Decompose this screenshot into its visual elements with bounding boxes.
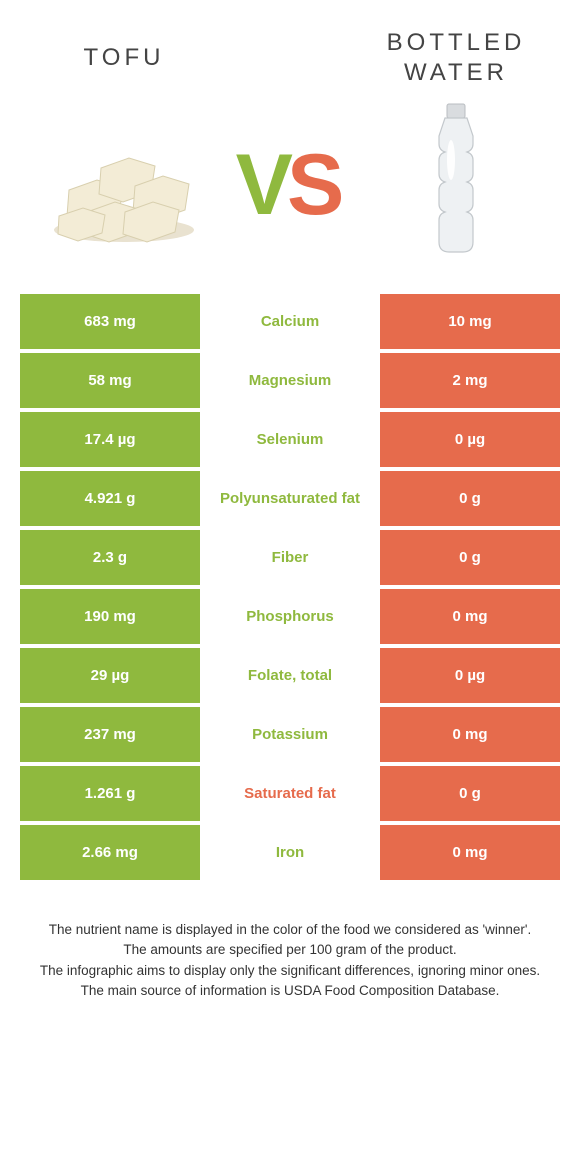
left-value: 4.921 g	[20, 471, 200, 526]
left-value: 2.66 mg	[20, 825, 200, 880]
tofu-image	[34, 100, 214, 270]
footer: The nutrient name is displayed in the co…	[0, 884, 580, 1041]
footer-line: The infographic aims to display only the…	[34, 961, 546, 981]
right-value: 2 mg	[380, 353, 560, 408]
left-value: 17.4 µg	[20, 412, 200, 467]
table-row: 58 mgMagnesium2 mg	[20, 353, 560, 408]
right-value: 0 mg	[380, 589, 560, 644]
table-row: 17.4 µgSelenium0 µg	[20, 412, 560, 467]
right-value: 0 µg	[380, 648, 560, 703]
left-value: 190 mg	[20, 589, 200, 644]
footer-line: The amounts are specified per 100 gram o…	[34, 940, 546, 960]
header: TOFU BOTTLEDWATER	[0, 0, 580, 100]
nutrient-label: Phosphorus	[200, 589, 380, 644]
table-row: 1.261 gSaturated fat0 g	[20, 766, 560, 821]
left-value: 683 mg	[20, 294, 200, 349]
right-value: 10 mg	[380, 294, 560, 349]
footer-line: The nutrient name is displayed in the co…	[34, 920, 546, 940]
nutrient-label: Saturated fat	[200, 766, 380, 821]
table-row: 2.66 mgIron0 mg	[20, 825, 560, 880]
table-row: 29 µgFolate, total0 µg	[20, 648, 560, 703]
table-row: 237 mgPotassium0 mg	[20, 707, 560, 762]
left-value: 237 mg	[20, 707, 200, 762]
right-value: 0 µg	[380, 412, 560, 467]
left-value: 58 mg	[20, 353, 200, 408]
nutrient-label: Potassium	[200, 707, 380, 762]
nutrient-label: Folate, total	[200, 648, 380, 703]
vs-s: S	[287, 142, 344, 228]
right-value: 0 g	[380, 766, 560, 821]
left-value: 2.3 g	[20, 530, 200, 585]
footer-line: The main source of information is USDA F…	[34, 981, 546, 1001]
nutrient-table: 683 mgCalcium10 mg58 mgMagnesium2 mg17.4…	[20, 294, 560, 880]
image-row: V S	[0, 100, 580, 294]
nutrient-label: Iron	[200, 825, 380, 880]
vs-label: V S	[214, 142, 366, 228]
title-left: TOFU	[34, 43, 214, 73]
table-row: 2.3 gFiber0 g	[20, 530, 560, 585]
left-value: 29 µg	[20, 648, 200, 703]
nutrient-label: Calcium	[200, 294, 380, 349]
water-bottle-image	[366, 100, 546, 270]
right-value: 0 mg	[380, 707, 560, 762]
left-value: 1.261 g	[20, 766, 200, 821]
nutrient-label: Magnesium	[200, 353, 380, 408]
vs-v: V	[236, 142, 293, 228]
table-row: 683 mgCalcium10 mg	[20, 294, 560, 349]
nutrient-label: Fiber	[200, 530, 380, 585]
right-value: 0 g	[380, 471, 560, 526]
nutrient-label: Polyunsaturated fat	[200, 471, 380, 526]
table-row: 4.921 gPolyunsaturated fat0 g	[20, 471, 560, 526]
right-value: 0 g	[380, 530, 560, 585]
right-value: 0 mg	[380, 825, 560, 880]
nutrient-label: Selenium	[200, 412, 380, 467]
title-right: BOTTLEDWATER	[366, 28, 546, 88]
table-row: 190 mgPhosphorus0 mg	[20, 589, 560, 644]
infographic: TOFU BOTTLEDWATER V	[0, 0, 580, 1041]
